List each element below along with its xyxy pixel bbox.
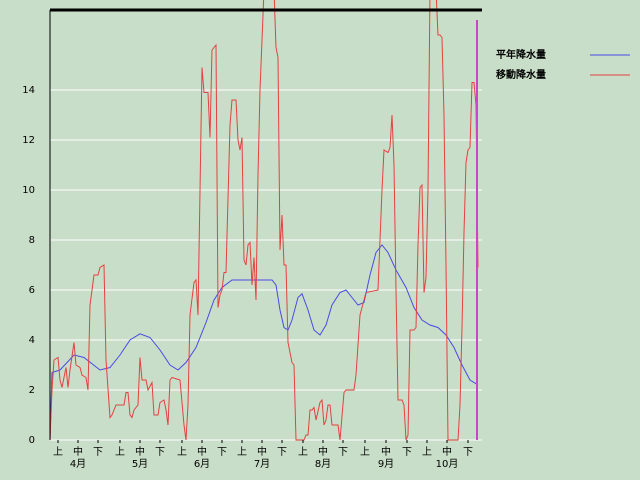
y-tick-label: 10: [22, 185, 35, 196]
y-tick-label: 4: [29, 335, 35, 346]
x-tick-label: 上: [177, 446, 187, 458]
x-tick-label: 下: [217, 447, 227, 458]
plot-lines: [50, 0, 479, 441]
series-line: [50, 244, 479, 441]
y-tick-label: 12: [22, 135, 35, 146]
x-tick-label: 上: [53, 446, 63, 458]
grid: [50, 89, 482, 441]
x-tick-label: 中: [257, 445, 267, 458]
x-tick-label: 中: [318, 445, 328, 458]
month-label: 5月: [132, 458, 148, 470]
x-tick-label: 下: [93, 447, 103, 458]
axes: 02468101214上中下上中下上中下上中下上中下上中下上中下4月 5月 6月 7月…: [22, 8, 482, 470]
x-tick-label: 上: [298, 446, 308, 458]
y-tick-label: 0: [29, 435, 35, 446]
x-tick-label: 上: [422, 446, 432, 458]
legend-label: 平年降水量: [496, 48, 546, 61]
y-tick-label: 14: [22, 85, 35, 96]
x-tick-label: 下: [155, 447, 165, 458]
month-label: 7月: [254, 458, 270, 470]
series-line: [50, 0, 479, 441]
month-label: 9月: [378, 458, 394, 470]
y-tick-label: 8: [29, 235, 35, 246]
x-tick-label: 下: [463, 447, 473, 458]
month-label: 4月: [70, 458, 86, 470]
x-tick-label: 中: [135, 445, 145, 458]
legend-label: 移動降水量: [496, 68, 546, 81]
x-tick-label: 中: [197, 445, 207, 458]
x-tick-label: 中: [442, 445, 452, 458]
y-tick-label: 2: [29, 385, 35, 396]
x-tick-label: 下: [338, 447, 348, 458]
x-tick-label: 下: [402, 447, 412, 458]
x-tick-label: 中: [381, 445, 391, 458]
x-tick-label: 上: [360, 446, 370, 458]
x-tick-label: 上: [237, 446, 247, 458]
month-label: 10月: [436, 458, 459, 470]
month-label: 8月: [315, 458, 331, 470]
x-tick-label: 上: [115, 446, 125, 458]
x-tick-label: 下: [277, 447, 287, 458]
month-label: 6月: [194, 458, 210, 470]
x-tick-label: 中: [73, 445, 83, 458]
y-tick-label: 6: [29, 285, 35, 296]
